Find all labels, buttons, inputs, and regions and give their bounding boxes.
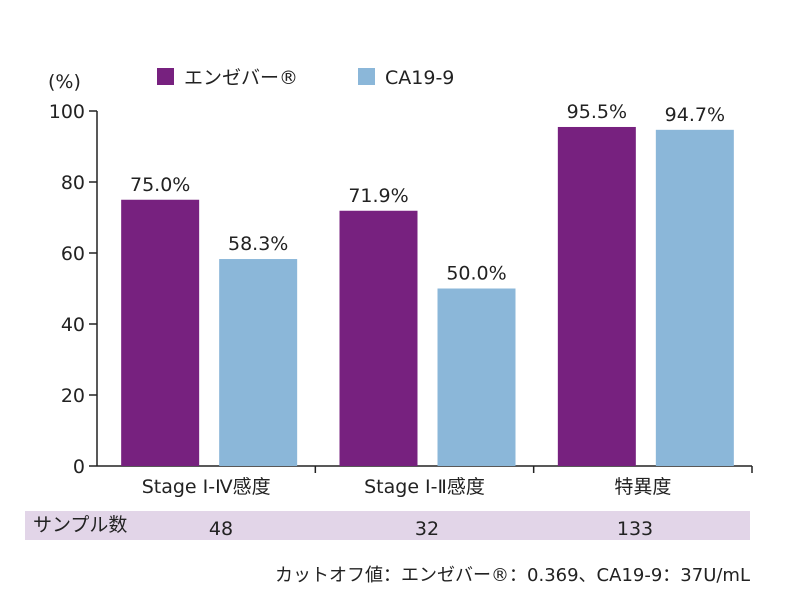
cutoff-footnote: カットオフ値：エンゼバー®：0.369、CA19-9：37U/mL [275, 565, 750, 586]
y-tick-label: 0 [73, 456, 85, 478]
x-category-label: Stage Ⅰ-Ⅱ感度 [364, 476, 485, 498]
legend-swatch-0 [157, 68, 174, 85]
bar-value-label: 95.5% [567, 101, 627, 123]
y-tick-label: 100 [49, 101, 85, 123]
bar-value-label: 50.0% [446, 263, 506, 285]
bar-value-label: 94.7% [665, 104, 725, 126]
y-unit-label: (%) [48, 71, 81, 93]
sample-count-label: サンプル数 [33, 514, 128, 536]
y-tick-label: 80 [61, 172, 85, 194]
x-category-label: 特異度 [614, 476, 671, 498]
sample-count-row: サンプル数 48 32 133 [25, 511, 750, 540]
bar [437, 288, 516, 466]
legend-swatch-1 [358, 68, 375, 85]
bar [219, 259, 298, 466]
bar [557, 126, 636, 466]
y-tick-label: 60 [61, 243, 85, 265]
legend-label-1: CA19-9 [385, 67, 454, 89]
bar [655, 129, 734, 466]
bar [339, 210, 418, 466]
legend: エンゼバー® CA19-9 [157, 67, 454, 89]
bar-value-label: 71.9% [348, 185, 408, 207]
sample-count-value: 32 [414, 518, 440, 540]
y-tick-label: 40 [61, 314, 85, 336]
legend-label-0: エンゼバー® [184, 67, 298, 89]
y-tick-label: 20 [61, 385, 85, 407]
bar-chart: (%) エンゼバー® CA19-9 0 20 40 60 80 100 Stage Ⅰ-Ⅳ感… [48, 67, 753, 498]
axes: 0 20 40 60 80 100 Stage Ⅰ-Ⅳ感度 Stage Ⅰ-Ⅱ感度 特異度 [49, 101, 753, 498]
sample-count-value: 133 [616, 518, 654, 540]
bars: 75.0% 58.3% 71.9% 50.0% 95.5% 94.7% [121, 101, 734, 466]
sample-count-value: 48 [208, 518, 234, 540]
bar [121, 199, 200, 466]
bar-value-label: 58.3% [228, 233, 288, 255]
bar-value-label: 75.0% [130, 174, 190, 196]
x-category-label: Stage Ⅰ-Ⅳ感度 [142, 476, 271, 498]
